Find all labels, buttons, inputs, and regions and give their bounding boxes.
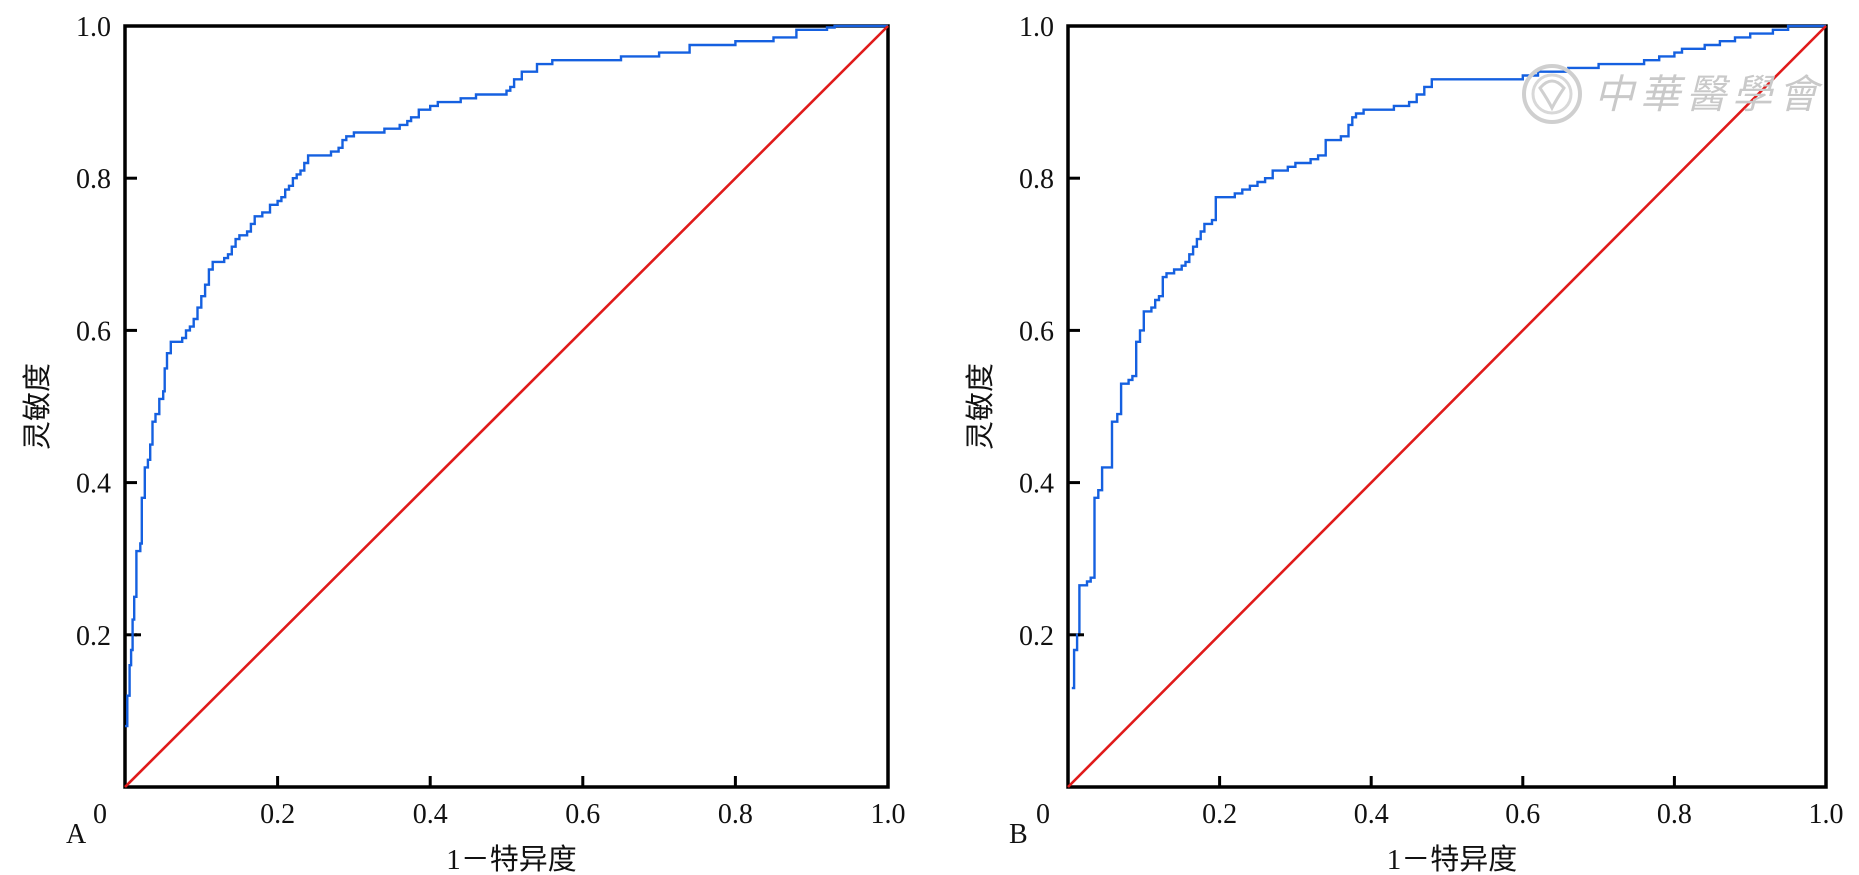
y-tick-label: 1.0 [1019, 12, 1054, 43]
x-tick-label: 0 [93, 799, 107, 830]
x-tick-label: 0.4 [1354, 799, 1389, 830]
y-tick-label: 0.2 [76, 621, 111, 652]
x-axis-title: 1－特异度 [446, 843, 577, 875]
y-tick-label: 0.4 [1019, 469, 1054, 500]
x-axis-title: 1－特异度 [1387, 843, 1518, 875]
x-tick-label: 0.8 [718, 799, 753, 830]
roc-curve-line [1071, 24, 1826, 690]
y-tick-label: 0.6 [76, 316, 111, 347]
x-tick-label: 0.6 [1505, 799, 1540, 830]
y-tick-label: 0.2 [1019, 621, 1054, 652]
panel-label: B [1009, 819, 1028, 850]
x-tick-label: 1.0 [871, 799, 906, 830]
x-tick-label: 0.4 [413, 799, 448, 830]
y-tick-label: 0.8 [1019, 164, 1054, 195]
x-tick-label: 0.6 [565, 799, 600, 830]
reference-diagonal-line [1067, 25, 1827, 788]
y-tick-label: 0.4 [76, 469, 111, 500]
watermark-logo: 中華醫學會 [1522, 64, 1824, 124]
reference-diagonal-line [124, 25, 889, 788]
plot-frame [123, 24, 890, 789]
roc-panel-b: 0 0.2 0.4 0.6 0.8 1.0 0.2 0.4 0.6 0.8 1.0 1－特异度 灵敏度 B [964, 12, 1844, 875]
plot-frame [1066, 24, 1828, 789]
y-axis-title: 灵敏度 [964, 363, 997, 450]
y-tick-label: 0.6 [1019, 316, 1054, 347]
y-tick-label: 0.8 [76, 164, 111, 195]
panel-label: A [66, 819, 87, 850]
roc-curve-line [125, 24, 888, 728]
x-tick-label: 0.2 [260, 799, 295, 830]
x-tick-label: 0.2 [1202, 799, 1237, 830]
y-axis-title: 灵敏度 [21, 363, 54, 450]
x-tick-label: 0 [1036, 799, 1050, 830]
roc-panel-a: 0 0.2 0.4 0.6 0.8 1.0 0.2 0.4 0.6 0.8 1.0 1－特异度 灵敏度 A [21, 12, 906, 875]
x-tick-label: 1.0 [1809, 799, 1844, 830]
x-tick-label: 0.8 [1657, 799, 1692, 830]
watermark-text: 中華醫學會 [1594, 72, 1824, 117]
y-tick-label: 1.0 [76, 12, 111, 43]
